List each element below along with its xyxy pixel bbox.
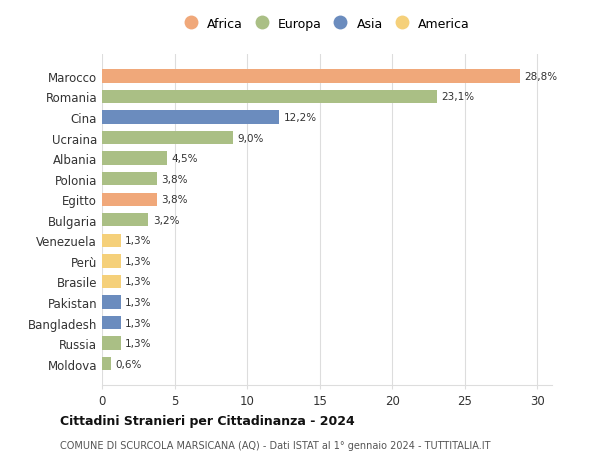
Text: Cittadini Stranieri per Cittadinanza - 2024: Cittadini Stranieri per Cittadinanza - 2…: [60, 414, 355, 427]
Text: 9,0%: 9,0%: [237, 133, 263, 143]
Bar: [102, 275, 121, 289]
Text: 28,8%: 28,8%: [524, 72, 557, 82]
Bar: [102, 255, 121, 268]
Bar: [102, 132, 233, 145]
Bar: [102, 234, 121, 247]
Text: 23,1%: 23,1%: [442, 92, 475, 102]
Text: 3,2%: 3,2%: [153, 215, 179, 225]
Text: 3,8%: 3,8%: [161, 174, 188, 185]
Legend: Africa, Europa, Asia, America: Africa, Europa, Asia, America: [184, 18, 470, 31]
Text: 3,8%: 3,8%: [161, 195, 188, 205]
Bar: [102, 90, 437, 104]
Bar: [102, 337, 121, 350]
Bar: [102, 70, 520, 84]
Text: 1,3%: 1,3%: [125, 318, 152, 328]
Bar: [102, 173, 157, 186]
Text: 12,2%: 12,2%: [283, 113, 317, 123]
Text: 4,5%: 4,5%: [172, 154, 198, 164]
Bar: [102, 296, 121, 309]
Bar: [102, 213, 148, 227]
Text: 1,3%: 1,3%: [125, 256, 152, 266]
Text: 1,3%: 1,3%: [125, 236, 152, 246]
Text: 1,3%: 1,3%: [125, 338, 152, 348]
Text: 1,3%: 1,3%: [125, 277, 152, 287]
Text: 1,3%: 1,3%: [125, 297, 152, 308]
Bar: [102, 357, 111, 370]
Bar: [102, 152, 167, 165]
Bar: [102, 193, 157, 207]
Bar: [102, 111, 279, 124]
Text: 0,6%: 0,6%: [115, 359, 142, 369]
Bar: [102, 316, 121, 330]
Text: COMUNE DI SCURCOLA MARSICANA (AQ) - Dati ISTAT al 1° gennaio 2024 - TUTTITALIA.I: COMUNE DI SCURCOLA MARSICANA (AQ) - Dati…: [60, 440, 491, 450]
